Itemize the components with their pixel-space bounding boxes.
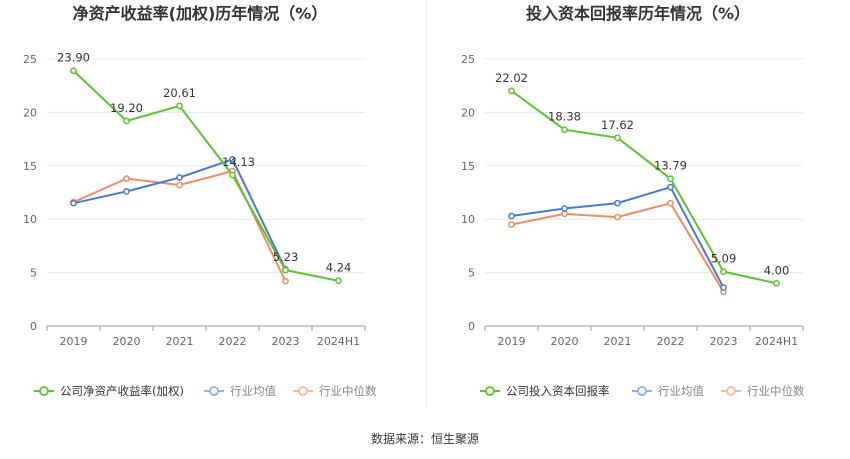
data-label: 20.61 xyxy=(163,86,196,100)
legend-swatch-marker xyxy=(637,386,647,396)
data-point-company xyxy=(70,67,77,75)
x-tick-label: 2020 xyxy=(551,335,579,348)
y-tick-label: 15 xyxy=(461,160,475,173)
data-point-median xyxy=(123,175,130,182)
legend-label: 行业均值 xyxy=(658,384,704,398)
y-tick-label: 0 xyxy=(30,320,37,333)
legend-item-median: 行业中位数 xyxy=(721,384,805,398)
data-label: 23.90 xyxy=(57,51,90,65)
data-label: 17.62 xyxy=(601,118,634,132)
y-tick-label: 15 xyxy=(23,160,37,173)
legend-swatch-marker xyxy=(39,386,49,396)
data-label: 4.00 xyxy=(764,263,790,277)
data-point-median xyxy=(282,277,289,285)
data-point-avg xyxy=(229,156,236,163)
chart-title: 投入资本回报率历年情况（%） xyxy=(526,4,750,23)
chart-title: 净资产收益率(加权)历年情况（%） xyxy=(73,4,328,23)
data-point-avg xyxy=(123,188,130,195)
data-point-median xyxy=(561,210,568,218)
legend-label: 公司投入资本回报率 xyxy=(506,384,610,398)
data-point-avg xyxy=(70,199,77,207)
legend-swatch-marker xyxy=(298,386,308,396)
data-point-avg xyxy=(508,212,515,220)
legend-swatch-marker xyxy=(485,386,495,396)
data-point-company xyxy=(667,175,674,183)
data-point-company xyxy=(561,126,568,134)
data-point-company xyxy=(508,87,515,95)
y-tick-label: 0 xyxy=(468,320,475,333)
y-tick-label: 25 xyxy=(23,53,37,66)
data-point-avg xyxy=(667,183,674,191)
data-label: 19.20 xyxy=(110,101,143,115)
data-point-company xyxy=(335,277,342,285)
data-point-company xyxy=(176,102,183,110)
data-label: 14.13 xyxy=(222,155,255,169)
x-tick-label: 2024H1 xyxy=(317,335,360,348)
series-line-company xyxy=(72,70,339,282)
data-point-company xyxy=(229,171,236,179)
data-label: 22.02 xyxy=(495,71,528,85)
legend-swatch-marker xyxy=(209,386,219,396)
data-label: 5.23 xyxy=(273,250,299,264)
data-point-company xyxy=(773,279,780,287)
legend-item-company: 公司投入资本回报率 xyxy=(480,384,610,398)
x-tick-label: 2024H1 xyxy=(755,335,798,348)
y-tick-label: 25 xyxy=(461,53,475,66)
y-tick-label: 20 xyxy=(23,106,37,119)
x-tick-label: 2019 xyxy=(498,335,526,348)
data-point-avg xyxy=(720,284,727,291)
legend-label: 行业中位数 xyxy=(319,384,377,398)
x-tick-label: 2022 xyxy=(657,335,685,348)
roe-chart: 净资产收益率(加权)历年情况（%） 0 5 10 15 20 25 2019 2020 2021 2… xyxy=(23,4,377,398)
data-label: 18.38 xyxy=(548,110,581,124)
x-tick-label: 2020 xyxy=(113,335,141,348)
data-point-company xyxy=(123,117,130,125)
data-point-median xyxy=(667,199,674,207)
x-tick-label: 2021 xyxy=(166,335,194,348)
legend-label: 行业均值 xyxy=(230,384,276,398)
legend-swatch-marker xyxy=(726,386,736,396)
data-source: 数据来源：恒生聚源 xyxy=(371,431,479,446)
data-point-avg xyxy=(561,205,568,212)
legend-item-avg: 行业均值 xyxy=(204,384,276,398)
y-tick-label: 20 xyxy=(461,106,475,119)
y-tick-label: 10 xyxy=(461,213,475,226)
legend-label: 行业中位数 xyxy=(747,384,805,398)
y-tick-label: 10 xyxy=(23,213,37,226)
data-label: 5.09 xyxy=(711,252,737,266)
legend-item-median: 行业中位数 xyxy=(293,384,377,398)
x-tick-label: 2021 xyxy=(604,335,632,348)
data-point-avg xyxy=(614,199,621,207)
data-point-company xyxy=(720,268,727,275)
data-point-company xyxy=(282,266,289,274)
x-tick-label: 2019 xyxy=(60,335,88,348)
data-point-median xyxy=(614,213,621,221)
data-label: 4.24 xyxy=(326,261,352,275)
data-point-median xyxy=(508,221,515,228)
x-tick-label: 2023 xyxy=(272,335,300,348)
legend-item-avg: 行业均值 xyxy=(632,384,704,398)
x-tick-label: 2022 xyxy=(219,335,247,348)
y-tick-label: 5 xyxy=(468,267,475,280)
data-point-company xyxy=(614,134,621,142)
y-tick-label: 5 xyxy=(30,267,37,280)
series-line-company xyxy=(510,90,777,285)
legend-label: 公司净资产收益率(加权) xyxy=(60,384,184,398)
data-label: 13.79 xyxy=(654,159,687,173)
roic-chart: 投入资本回报率历年情况（%） 0 5 10 15 20 25 2019 2020 2021 2022… xyxy=(461,4,805,398)
legend-item-company: 公司净资产收益率(加权) xyxy=(34,384,184,398)
data-point-avg xyxy=(176,174,183,181)
x-tick-label: 2023 xyxy=(710,335,738,348)
data-point-median xyxy=(176,181,183,189)
